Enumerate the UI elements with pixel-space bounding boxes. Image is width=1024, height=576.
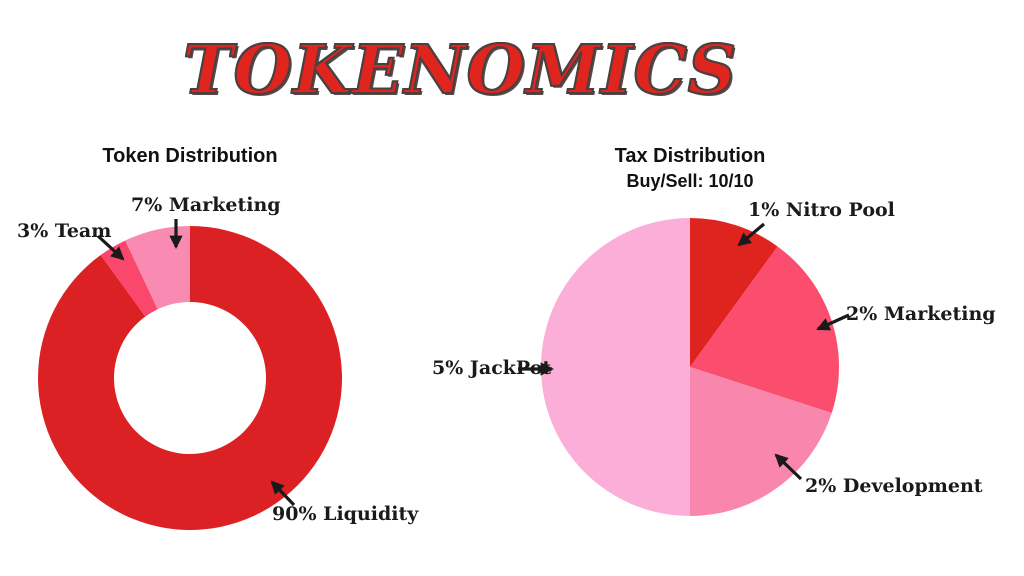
- label-1pct-nitro-pool: 1% Nitro Pool: [748, 199, 895, 221]
- tax-distribution-pie-chart: [541, 218, 839, 516]
- buy-sell-subtitle: Buy/Sell: 10/10: [626, 171, 754, 191]
- label-2pct-marketing: 2% Marketing: [846, 303, 996, 325]
- token-distribution-title: Token Distribution: [102, 145, 278, 167]
- label-7pct-marketing: 7% Marketing: [131, 194, 281, 216]
- page-title: TOKENOMICS: [182, 29, 738, 110]
- label-90pct-liquidity: 90% Liquidity: [272, 503, 419, 525]
- label-5pct-jackpot: 5% JackPot: [432, 357, 552, 379]
- label-2pct-development: 2% Development: [805, 475, 983, 497]
- slice-nitro-pool: [690, 218, 778, 367]
- slice-marketing: [690, 246, 839, 414]
- slice-liquidity: [38, 226, 342, 530]
- label-3pct-team: 3% Team: [17, 220, 112, 242]
- slice-jackpot: [541, 218, 690, 516]
- slice-development: [690, 367, 832, 516]
- token-distribution-donut-chart: [38, 226, 342, 530]
- tax-distribution-title: Tax Distribution: [614, 145, 766, 167]
